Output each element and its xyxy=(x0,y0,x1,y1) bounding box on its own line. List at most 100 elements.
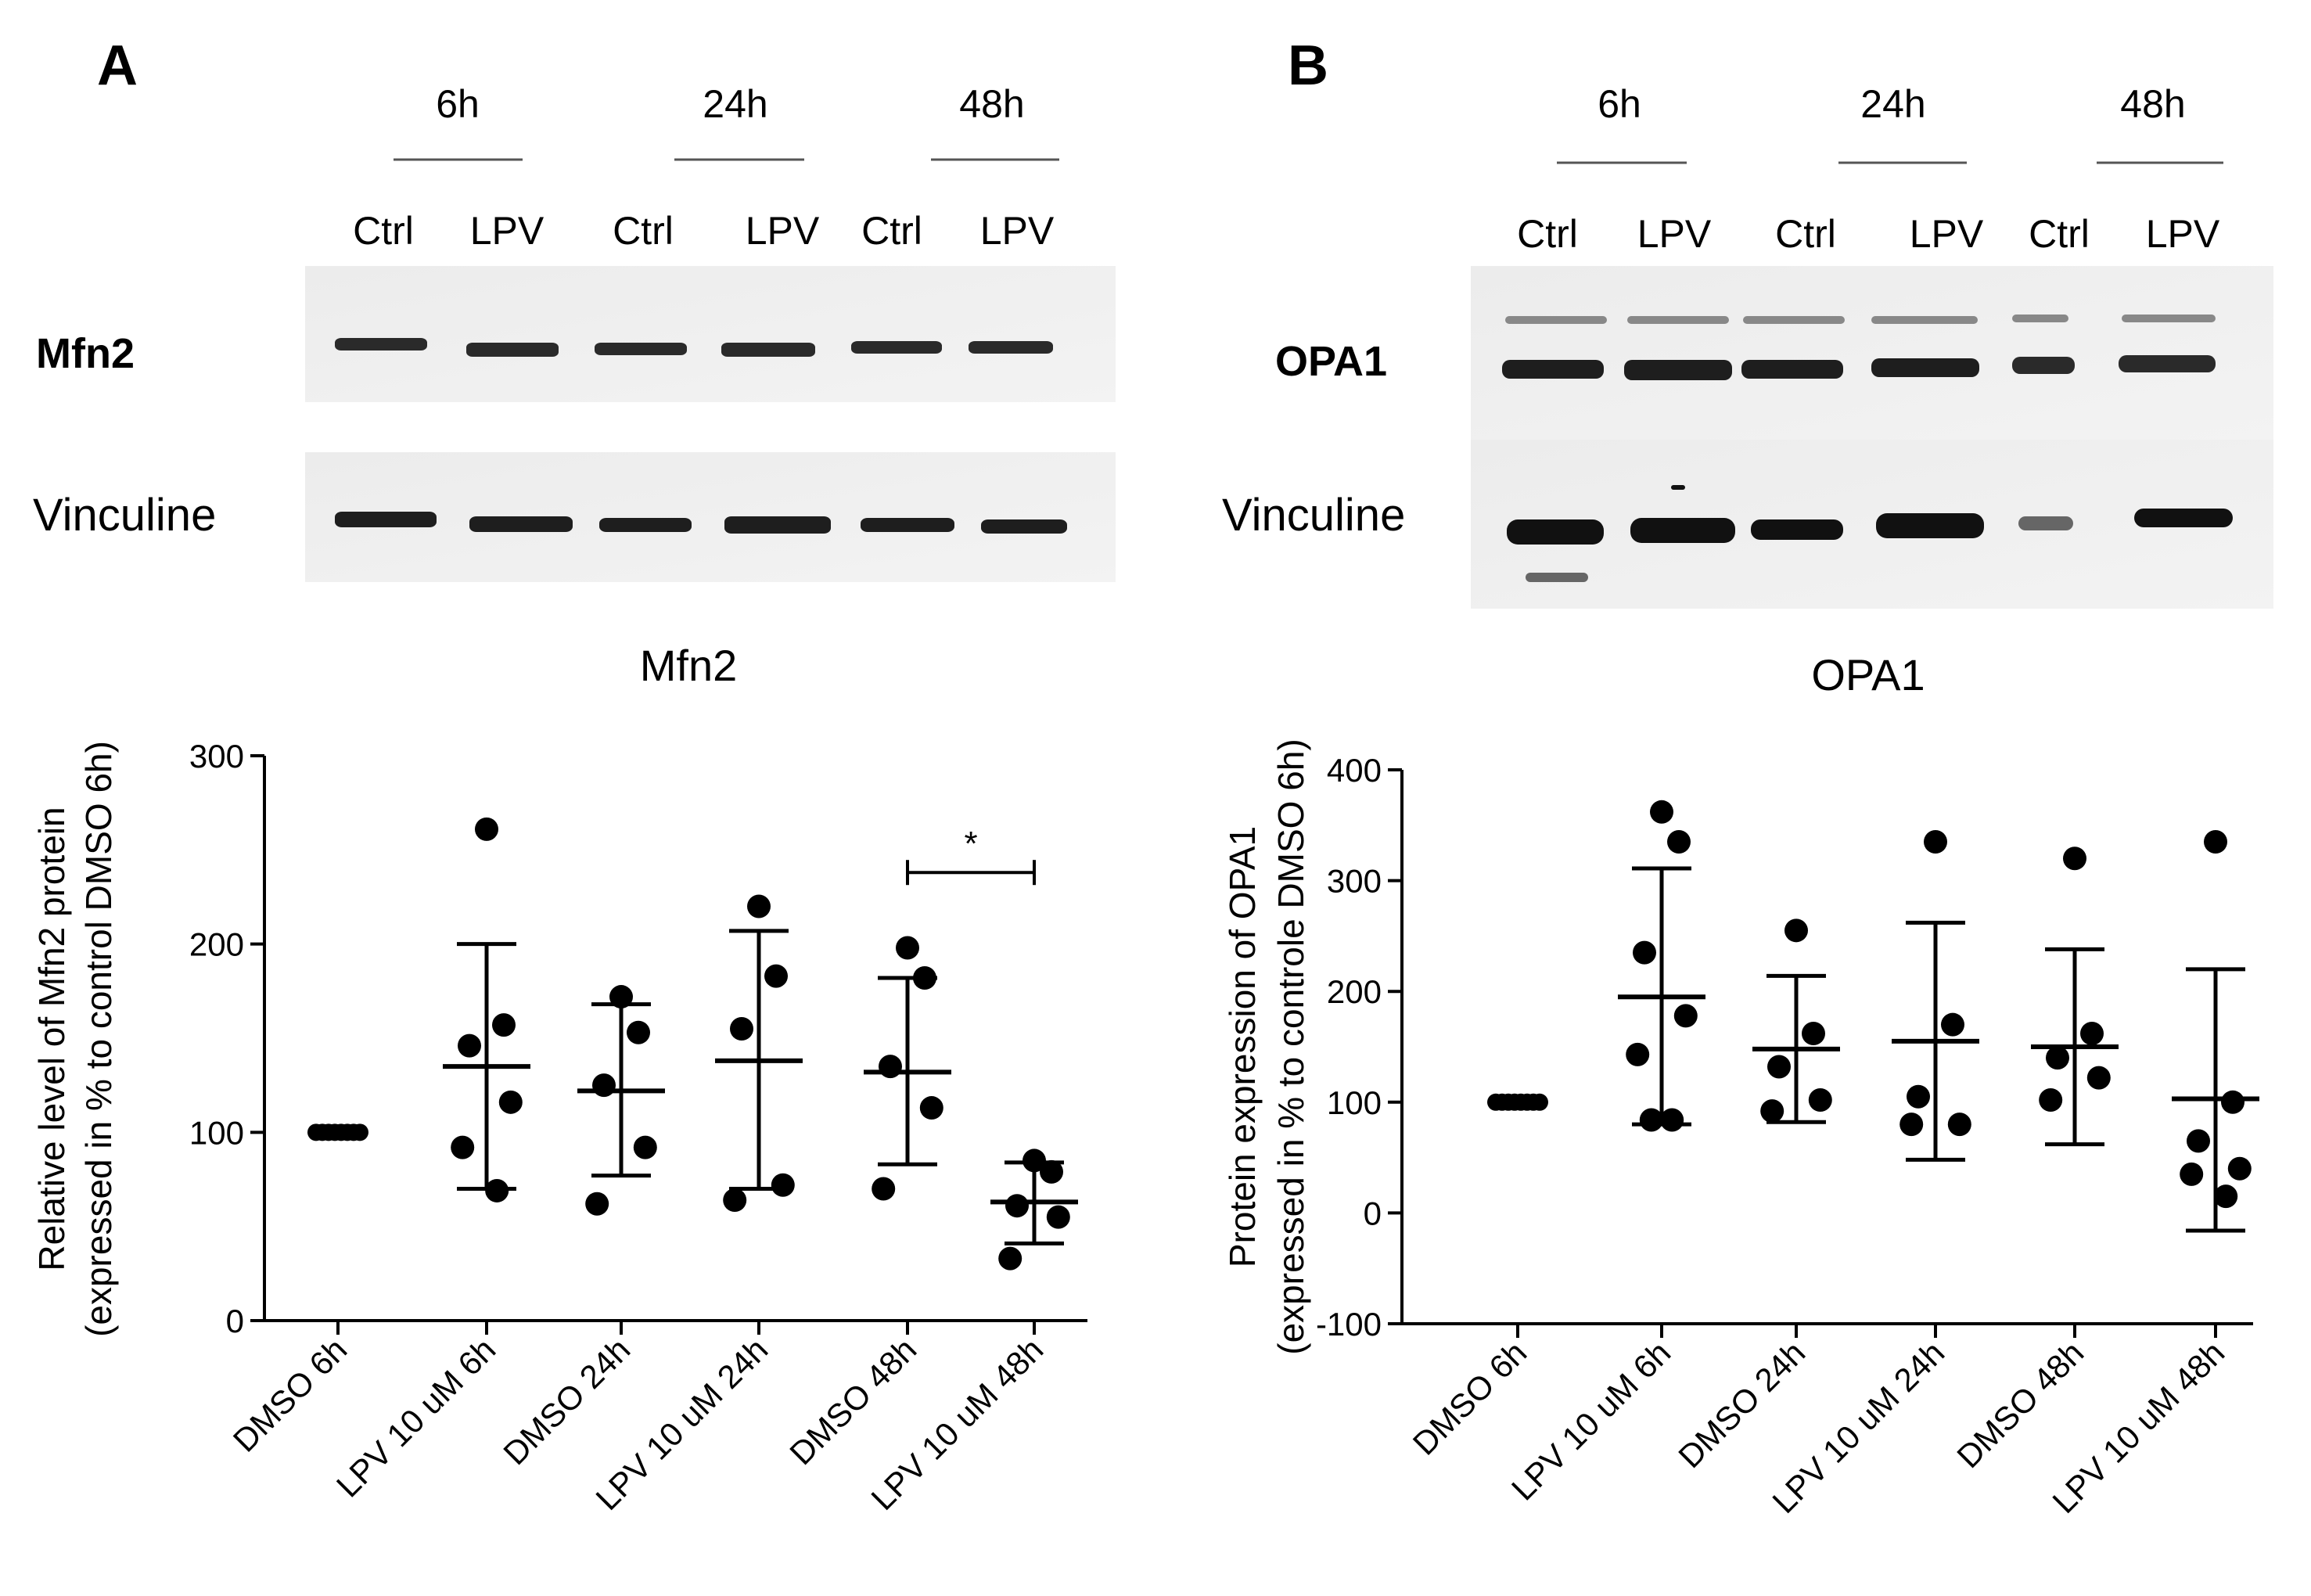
blot-band xyxy=(2134,509,2233,527)
x-tick-label: DMSO 24h xyxy=(496,1331,637,1472)
blot-band xyxy=(335,512,437,527)
y-tick-label: 300 xyxy=(189,738,244,775)
blot-band xyxy=(1526,573,1588,582)
blot-band xyxy=(1671,485,1685,490)
panel-a-cond-4: LPV xyxy=(746,209,820,253)
data-point xyxy=(1633,940,1656,965)
y-axis-label-line2: (expressed in % to control DMSO 6h) xyxy=(78,741,119,1337)
panel-b-header: B 6h 24h 48h Ctrl LPV Ctrl LPV Ctrl LPV … xyxy=(1222,34,2273,609)
panel-a-cond-5: Ctrl xyxy=(861,209,922,253)
series-6 xyxy=(2172,830,2259,1233)
panel-b-cond-3: Ctrl xyxy=(1775,212,1836,256)
y-axis-label-line2: (expressed in % to controle DMSO 6h) xyxy=(1271,739,1311,1354)
panel-b-cond-5: Ctrl xyxy=(2029,212,2090,256)
panel-a-cond-6: LPV xyxy=(980,209,1055,253)
data-point xyxy=(1784,918,1808,943)
blot-band xyxy=(2122,315,2216,322)
x-tick-label: DMSO 6h xyxy=(226,1331,354,1459)
series-1 xyxy=(1487,1093,1548,1111)
panel-a-vinculine-blot xyxy=(305,452,1116,582)
data-point xyxy=(1040,1159,1063,1184)
y-tick-label: 300 xyxy=(1327,863,1382,900)
data-point xyxy=(2187,1129,2210,1153)
panel-b-cond-1: Ctrl xyxy=(1517,212,1578,256)
y-tick-label: 100 xyxy=(1327,1084,1382,1121)
data-point xyxy=(475,817,498,841)
y-tick-label: 200 xyxy=(189,926,244,963)
x-tick-label: DMSO 24h xyxy=(1671,1334,1812,1475)
panel-b-blot-label-vinculine: Vinculine xyxy=(1222,490,1405,541)
y-tick-label: -100 xyxy=(1316,1306,1382,1343)
panel-b-letter: B xyxy=(1288,34,1328,97)
data-point xyxy=(723,1188,747,1212)
blot-band xyxy=(1876,513,1984,538)
data-point xyxy=(2180,1162,2204,1186)
x-tick-label: DMSO 6h xyxy=(1406,1334,1534,1462)
panel-b-timepoint-24h: 24h xyxy=(1860,82,1925,126)
data-point xyxy=(2063,847,2086,871)
panel-a-blot-label-vinculine: Vinculine xyxy=(33,490,216,541)
data-point xyxy=(730,1016,753,1041)
blot-band xyxy=(1871,358,1979,377)
panel-b-opa1-bands xyxy=(1502,315,2216,380)
blot-band xyxy=(1505,316,1607,324)
data-point xyxy=(1941,1012,1964,1037)
data-point xyxy=(1667,830,1691,854)
data-point xyxy=(492,1013,516,1037)
panel-b-vinculine-bands xyxy=(1507,485,2233,582)
blot-band xyxy=(851,341,942,354)
panel-a-vinculine-bands xyxy=(335,512,1067,534)
data-point xyxy=(2086,1066,2111,1090)
blot-band xyxy=(2012,315,2068,322)
data-point xyxy=(498,1090,523,1114)
panel-a-timepoint-6h: 6h xyxy=(436,82,480,126)
data-point xyxy=(2080,1022,2104,1046)
data-point xyxy=(1531,1093,1548,1111)
data-point xyxy=(919,1096,943,1120)
panel-b-blot-label-opa1: OPA1 xyxy=(1275,338,1387,385)
data-point xyxy=(1808,1087,1832,1112)
blot-band xyxy=(466,343,559,357)
blot-band xyxy=(721,343,815,357)
panel-a-blot-label-mfn2: Mfn2 xyxy=(36,330,135,377)
data-point xyxy=(1005,1194,1029,1218)
chart-title: Mfn2 xyxy=(640,641,738,690)
panel-a-letter: A xyxy=(97,34,138,97)
blot-band xyxy=(1743,316,1845,324)
data-point xyxy=(1767,1055,1791,1079)
y-tick-label: 0 xyxy=(1364,1195,1382,1231)
y-tick-label: 400 xyxy=(1327,752,1382,789)
chart-opa1: OPA1 Protein expression of OPA1 (expressed… xyxy=(1222,650,2259,1520)
data-point xyxy=(1626,1042,1650,1066)
blot-band xyxy=(1502,360,1604,379)
panel-a-cond-2: LPV xyxy=(470,209,545,253)
data-point xyxy=(627,1020,650,1044)
data-point xyxy=(879,1055,902,1079)
series-5 xyxy=(864,936,951,1201)
series-4 xyxy=(1892,830,1979,1162)
data-point xyxy=(1907,1084,1930,1109)
blot-band xyxy=(469,516,573,532)
data-point xyxy=(896,936,919,960)
data-point xyxy=(771,1173,795,1197)
data-point xyxy=(1673,1004,1698,1028)
panel-b-cond-2: LPV xyxy=(1637,212,1712,256)
blot-band xyxy=(2119,355,2216,372)
panel-a-header: A 6h 24h 48h Ctrl LPV Ctrl LPV Ctrl LPV … xyxy=(33,34,1116,582)
blot-band xyxy=(2018,516,2073,530)
significance-star: * xyxy=(964,825,977,863)
blot-band xyxy=(1624,360,1732,380)
series-4 xyxy=(715,894,803,1212)
y-tick-label: 100 xyxy=(189,1114,244,1151)
data-point xyxy=(1924,830,1947,854)
series-2 xyxy=(1618,800,1705,1132)
series-3 xyxy=(1752,918,1840,1124)
series-3 xyxy=(577,985,665,1216)
data-point xyxy=(351,1123,368,1141)
data-point xyxy=(1046,1205,1070,1229)
data-point xyxy=(2204,830,2227,854)
blot-band xyxy=(1507,519,1604,545)
panel-b-cond-6: LPV xyxy=(2146,212,2220,256)
x-tick-label: LPV 10 uM 6h xyxy=(329,1331,502,1504)
panel-a-cond-1: Ctrl xyxy=(353,209,414,253)
